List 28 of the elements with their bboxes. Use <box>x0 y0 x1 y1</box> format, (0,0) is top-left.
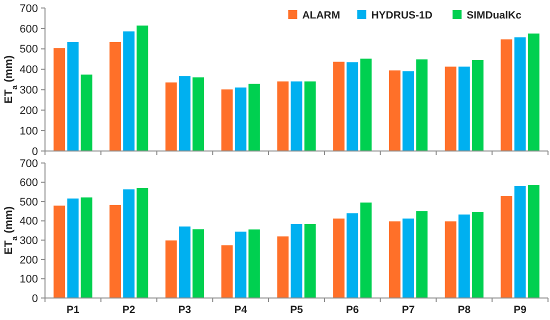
x-tick-label: P6 <box>346 304 359 316</box>
y-tick-label: 500 <box>20 196 38 208</box>
x-tick-label: P8 <box>458 304 471 316</box>
y-tick-label: 500 <box>20 44 38 56</box>
legend-label: HYDRUS-1D <box>371 10 433 22</box>
x-tick-label: P5 <box>290 304 304 316</box>
y-tick-label: 100 <box>20 274 38 286</box>
legend-label: SIMDualKc <box>466 10 522 22</box>
y-tick-label: 100 <box>20 125 38 138</box>
x-tick-label: P1 <box>66 304 80 316</box>
x-tick-label: P9 <box>514 304 527 316</box>
legend-label: ALARM <box>302 10 340 22</box>
y-tick-label: 600 <box>20 23 38 36</box>
y-tick-label: 200 <box>20 254 38 266</box>
x-tick-label: P4 <box>234 304 248 316</box>
y-tick-label: 300 <box>20 234 38 247</box>
y-tick-label: 700 <box>20 2 38 15</box>
y-tick-label: 0 <box>32 292 38 305</box>
y-tick-label: 200 <box>20 104 38 117</box>
x-tick-label: P3 <box>178 304 192 316</box>
x-tick-label: P2 <box>122 304 136 316</box>
y-tick-label: 400 <box>20 216 38 228</box>
y-tick-label: 300 <box>20 84 38 97</box>
y-tick-label: 600 <box>20 177 38 190</box>
y-tick-label: 400 <box>20 64 38 76</box>
x-tick-label: P7 <box>402 304 415 316</box>
y-tick-label: 700 <box>20 158 38 170</box>
y-tick-label: 0 <box>32 146 38 158</box>
